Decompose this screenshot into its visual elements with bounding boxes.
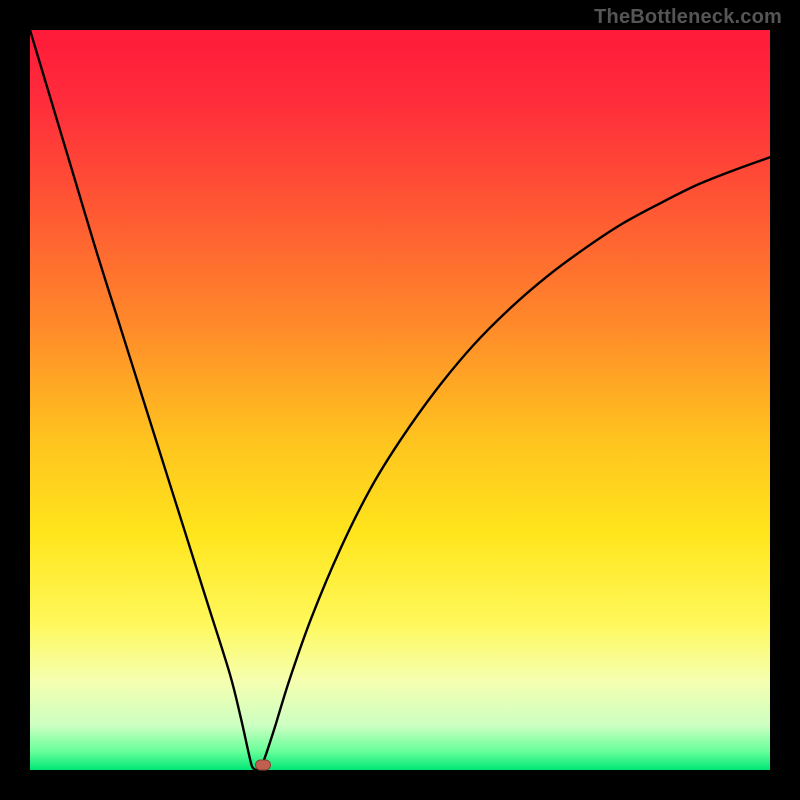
- optimal-point-marker: [255, 759, 271, 770]
- curve-layer: [0, 0, 800, 800]
- watermark-text: TheBottleneck.com: [594, 6, 782, 29]
- chart-stage: TheBottleneck.com: [0, 0, 800, 800]
- bottleneck-curve: [30, 30, 770, 770]
